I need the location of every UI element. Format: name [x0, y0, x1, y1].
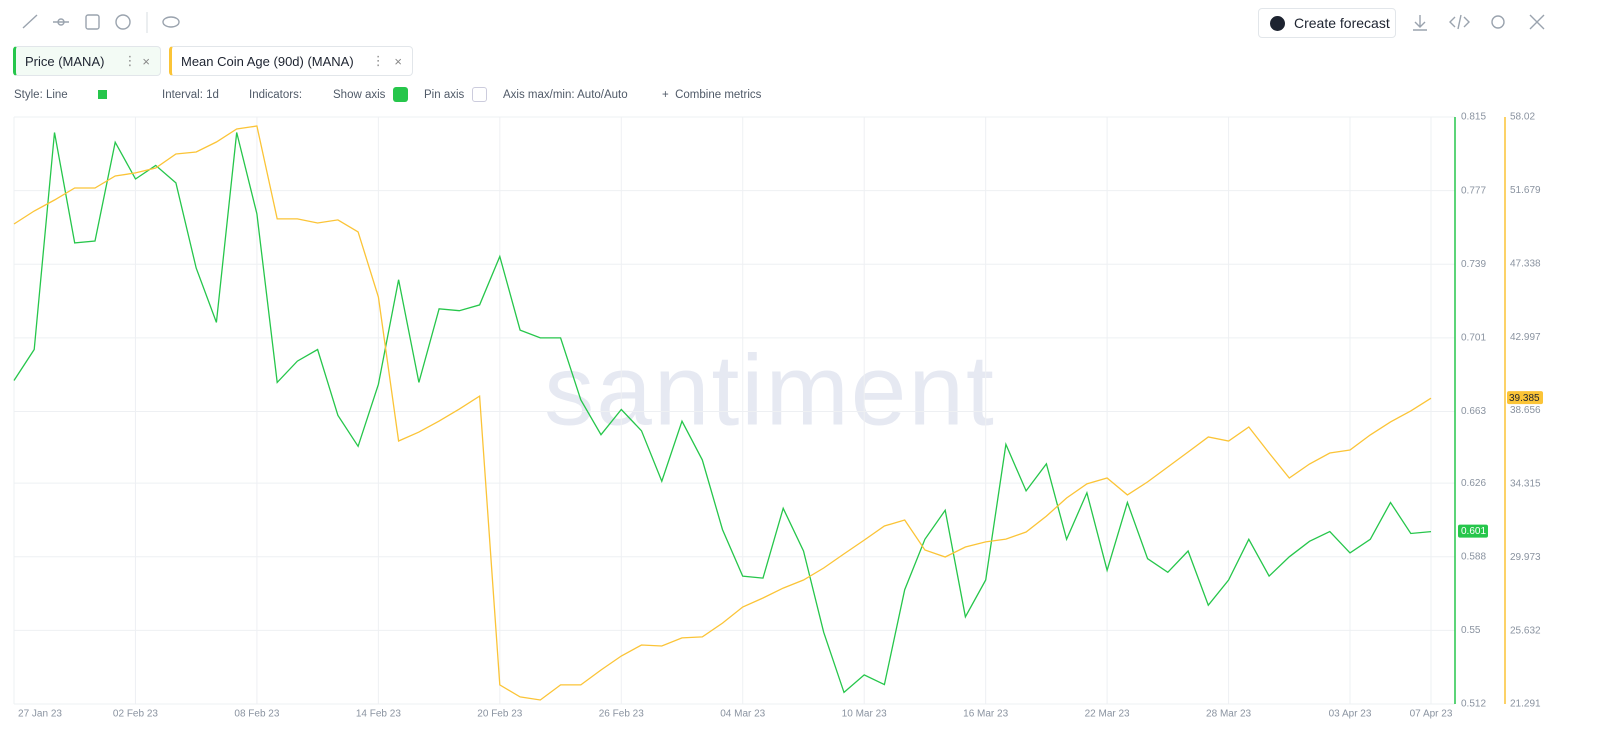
pin-axis-checkbox[interactable] — [472, 87, 487, 102]
badge-bg — [1507, 391, 1543, 405]
last-value: 39.385 — [1509, 393, 1540, 404]
remove[interactable]: × — [142, 53, 150, 69]
embed[interactable] — [1449, 14, 1470, 30]
x-tick-label: 04 Mar 23 — [720, 709, 765, 720]
y2-tick-label: 21.291 — [1510, 699, 1541, 710]
indicators[interactable]: Indicators: — [249, 89, 303, 101]
x-tick-label: 14 Feb 23 — [356, 709, 401, 720]
y2-tick-label: 29.973 — [1510, 552, 1541, 563]
x-tick-label: 10 Mar 23 — [842, 709, 887, 720]
x-tick-label: 28 Mar 23 — [1206, 709, 1251, 720]
menu[interactable]: ⋮ — [123, 53, 137, 68]
y-tick-label: 0.55 — [1461, 625, 1481, 636]
x-tick-label: 27 Jan 23 — [18, 709, 62, 720]
axis-minmax[interactable]: Axis max/min: Auto/Auto — [503, 89, 628, 101]
metric-name: Mean Coin Age (90d) (MANA) — [181, 53, 354, 69]
badge-bg — [1458, 524, 1488, 538]
interval-select[interactable]: Interval: 1d — [162, 89, 219, 101]
y2-tick-label: 51.679 — [1510, 185, 1541, 196]
pin-axis[interactable]: Pin axis — [424, 89, 465, 101]
forecast-icon — [1270, 15, 1285, 31]
eye-toggle[interactable] — [162, 16, 180, 28]
x-tick-label: 08 Feb 23 — [234, 709, 279, 720]
combine-metrics[interactable]: + Combine metrics — [662, 89, 762, 101]
top-icons — [22, 12, 1545, 33]
last-value: 0.601 — [1461, 526, 1486, 537]
y2-tick-label: 47.338 — [1510, 258, 1541, 269]
last-value-badge: 39.385 — [1507, 391, 1543, 405]
x-tick-label: 03 Apr 23 — [1329, 709, 1372, 720]
y-tick-label: 0.777 — [1461, 185, 1486, 196]
y2-tick-label: 42.997 — [1510, 332, 1541, 343]
x-tick-label: 20 Feb 23 — [477, 709, 522, 720]
metric-chip[interactable]: Price (MANA) ⋮ × — [13, 46, 161, 76]
line-tool[interactable] — [22, 14, 38, 29]
y-tick-label: 0.663 — [1461, 406, 1486, 417]
y-tick-label: 0.739 — [1461, 259, 1486, 270]
show-axis-checkbox[interactable] — [393, 87, 408, 102]
y-tick-label: 0.701 — [1461, 332, 1486, 343]
y2-tick-label: 38.656 — [1510, 405, 1541, 416]
series-line — [13, 125, 1432, 701]
y-tick-label: 0.626 — [1461, 478, 1486, 489]
create-forecast-label: Create forecast — [1294, 15, 1390, 31]
watermark: santiment — [544, 334, 996, 446]
y-tick-label: 0.588 — [1461, 551, 1486, 562]
create-forecast[interactable]: Create forecast — [1258, 8, 1396, 38]
metric-name: Price (MANA) — [25, 53, 105, 69]
menu[interactable]: ⋮ — [371, 53, 385, 68]
settings[interactable] — [1491, 15, 1505, 29]
close[interactable] — [1529, 14, 1545, 30]
last-value-badge: 0.601 — [1458, 524, 1488, 538]
x-tick-label: 02 Feb 23 — [113, 709, 158, 720]
x-tick-label: 26 Feb 23 — [599, 709, 644, 720]
note-tool[interactable] — [85, 14, 100, 30]
x-tick-label: 22 Mar 23 — [1085, 709, 1130, 720]
y2-tick-label: 25.632 — [1510, 625, 1541, 636]
hline-tool[interactable] — [53, 18, 69, 26]
style-select[interactable]: Style: Line — [14, 89, 68, 101]
emoji-tool[interactable] — [115, 14, 131, 30]
metric-chip[interactable]: Mean Coin Age (90d) (MANA) ⋮ × — [169, 46, 413, 76]
show-axis[interactable]: Show axis — [333, 89, 386, 101]
y2-tick-label: 34.315 — [1510, 479, 1541, 490]
y2-tick-label: 58.02 — [1510, 112, 1535, 123]
x-tick-label: 07 Apr 23 — [1410, 709, 1453, 720]
x-tick-label: 16 Mar 23 — [963, 709, 1008, 720]
combine-label: Combine metrics — [675, 89, 762, 101]
series-line — [13, 132, 1432, 694]
download[interactable] — [1413, 15, 1427, 31]
y-tick-label: 0.815 — [1461, 112, 1486, 123]
y-tick-label: 0.512 — [1461, 699, 1486, 710]
color-picker[interactable] — [98, 90, 107, 99]
remove[interactable]: × — [394, 53, 402, 69]
